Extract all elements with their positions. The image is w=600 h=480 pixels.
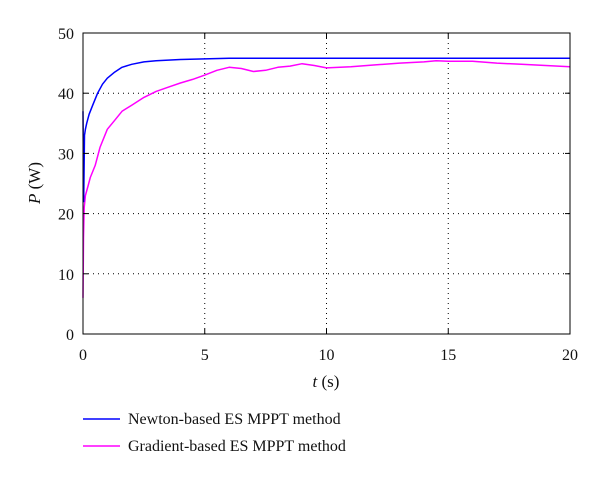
x-axis-variable: t xyxy=(313,372,319,391)
series-line-newton xyxy=(82,57,570,203)
x-axis-unit: (s) xyxy=(317,372,339,391)
y-tick-label: 10 xyxy=(58,267,74,284)
x-tick-label: 15 xyxy=(440,347,456,364)
y-tick-label: 40 xyxy=(58,86,74,103)
y-axis-unit: (W) xyxy=(25,162,44,194)
grid-lines xyxy=(83,33,570,334)
y-axis-variable: P xyxy=(25,194,44,205)
legend-label-gradient: Gradient-based ES MPPT method xyxy=(128,438,346,455)
y-tick-label: 30 xyxy=(58,146,74,163)
x-tick-label: 0 xyxy=(79,347,87,364)
y-tick-label: 0 xyxy=(66,327,74,344)
axis-ticks xyxy=(82,32,571,335)
legend-label-newton: Newton-based ES MPPT method xyxy=(128,411,341,428)
x-tick-labels: 0 5 10 15 20 xyxy=(79,347,578,364)
y-tick-label: 50 xyxy=(58,26,74,43)
series-layer xyxy=(82,57,571,298)
series-line-gradient xyxy=(82,59,571,298)
legend: Newton-based ES MPPT method Gradient-bas… xyxy=(83,411,346,455)
y-axis-label: P (W) xyxy=(25,162,44,205)
x-tick-label: 10 xyxy=(319,347,335,364)
y-tick-label: 20 xyxy=(58,207,74,224)
x-tick-label: 5 xyxy=(201,347,209,364)
x-axis-label: t (s) xyxy=(313,372,340,391)
x-tick-label: 20 xyxy=(562,347,578,364)
y-tick-labels: 0 10 20 30 40 50 xyxy=(58,26,74,344)
